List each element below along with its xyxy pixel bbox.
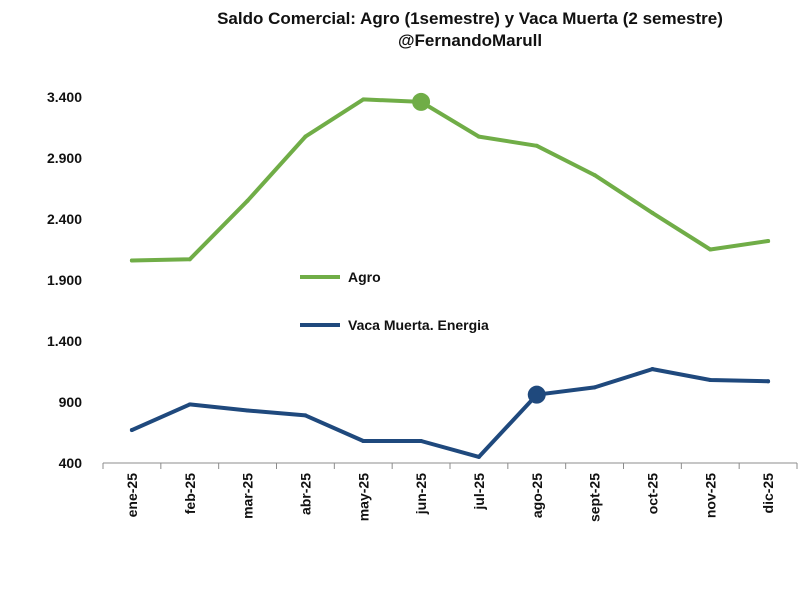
data-point <box>361 439 366 444</box>
data-point <box>303 413 308 418</box>
data-point <box>303 134 308 139</box>
x-tick-label: feb-25 <box>182 473 198 514</box>
data-point <box>476 134 481 139</box>
chart-title: Saldo Comercial: Agro (1semestre) y Vaca… <box>217 9 723 28</box>
data-point <box>534 143 539 148</box>
highlight-marker <box>527 385 546 404</box>
data-point <box>766 238 771 243</box>
x-tick-label: jun-25 <box>413 473 429 515</box>
data-point <box>476 454 481 459</box>
y-axis: 400 900 1.400 1.900 2.400 2.900 3.400 <box>47 89 82 471</box>
data-point <box>129 428 134 433</box>
y-tick-label: 400 <box>59 455 83 471</box>
series-line-0 <box>129 97 771 263</box>
legend-label: Vaca Muerta. Energia <box>348 317 489 333</box>
x-tick-label: may-25 <box>355 473 371 521</box>
x-axis: ene-25 feb-25 mar-25 abr-25 may-25 jun-25 jul-… <box>102 462 798 522</box>
data-point <box>187 402 192 407</box>
chart-subtitle: @FernandoMarull <box>397 31 543 50</box>
x-tick-label: oct-25 <box>644 473 660 514</box>
x-tick-label: ago-25 <box>529 473 545 518</box>
y-tick-label: 2.400 <box>47 211 82 227</box>
y-tick-label: 2.900 <box>47 150 82 166</box>
data-point <box>650 210 655 215</box>
y-tick-label: 1.900 <box>47 272 82 288</box>
data-point <box>708 378 713 383</box>
x-tick-label: abr-25 <box>297 473 313 515</box>
series-group <box>129 92 771 459</box>
data-point <box>129 258 134 263</box>
x-tick-label: sept-25 <box>587 473 603 522</box>
chart-title-block: Saldo Comercial: Agro (1semestre) y Vaca… <box>150 8 790 52</box>
y-tick-label: 1.400 <box>47 333 82 349</box>
x-tick-label: nov-25 <box>702 473 718 518</box>
data-point <box>361 97 366 102</box>
x-tick-label: mar-25 <box>240 473 256 519</box>
series-line-1 <box>129 367 771 459</box>
data-point <box>592 173 597 178</box>
legend-label: Agro <box>348 269 381 285</box>
x-tick-label: ene-25 <box>124 473 140 518</box>
legend: Agro Vaca Muerta. Energia <box>300 269 489 333</box>
data-point <box>245 408 250 413</box>
highlight-marker <box>412 92 431 111</box>
data-point <box>708 247 713 252</box>
data-point <box>245 198 250 203</box>
y-tick-label: 3.400 <box>47 89 82 105</box>
data-point <box>650 367 655 372</box>
data-point <box>419 439 424 444</box>
x-tick-label: jul-25 <box>471 473 487 511</box>
data-point <box>187 257 192 262</box>
data-point <box>766 379 771 384</box>
y-tick-label: 900 <box>59 394 83 410</box>
x-tick-label: dic-25 <box>760 473 776 514</box>
data-point <box>592 385 597 390</box>
